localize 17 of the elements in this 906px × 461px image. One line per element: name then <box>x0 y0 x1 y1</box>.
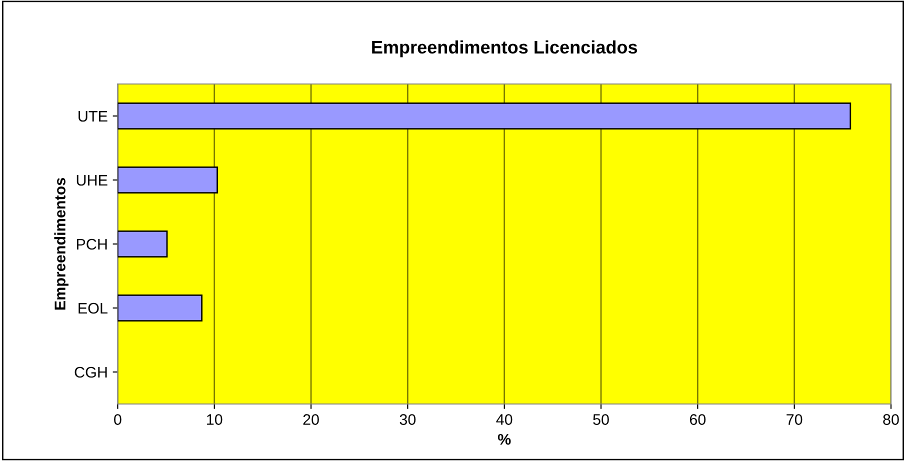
y-axis-title: Empreendimentos <box>54 178 68 310</box>
y-tick-label: PCH <box>76 238 107 250</box>
x-tick-label: 50 <box>593 414 609 425</box>
x-axis-title: % <box>498 434 511 445</box>
chart-title: Empreendimentos Licenciados <box>372 40 638 58</box>
y-tick-label: UTE <box>78 111 108 122</box>
y-tick-label: UHE <box>76 175 108 186</box>
x-tick-label: 30 <box>400 414 416 425</box>
x-tick-label: 40 <box>496 414 512 425</box>
y-tick-label: CGH <box>74 366 107 378</box>
x-tick-label: 0 <box>114 414 122 425</box>
x-tick-label: 10 <box>207 414 222 425</box>
x-tick-label: 20 <box>303 414 319 425</box>
x-tick-label: 80 <box>883 414 899 425</box>
x-tick-label: 60 <box>690 414 706 425</box>
y-tick-label: EOL <box>78 302 108 314</box>
x-tick-label: 70 <box>786 414 802 425</box>
